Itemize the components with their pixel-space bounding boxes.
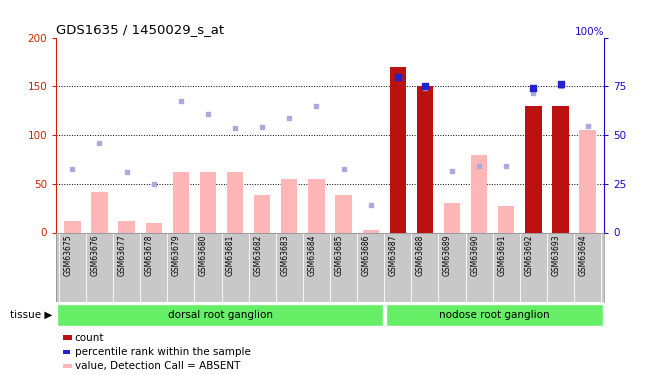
Text: GSM63691: GSM63691 <box>497 235 506 276</box>
Text: GSM63686: GSM63686 <box>362 235 371 276</box>
Point <box>420 83 430 89</box>
Point <box>420 85 430 91</box>
Bar <box>227 172 244 232</box>
Text: GSM63680: GSM63680 <box>199 235 208 276</box>
Text: tissue ▶: tissue ▶ <box>11 310 53 320</box>
Point <box>203 111 213 117</box>
Text: GSM63675: GSM63675 <box>63 235 73 276</box>
Text: count: count <box>75 333 104 343</box>
Text: GSM63681: GSM63681 <box>226 235 235 276</box>
Bar <box>444 203 460 232</box>
Point <box>528 85 539 91</box>
Bar <box>579 130 596 232</box>
Bar <box>389 67 406 232</box>
Point <box>176 98 186 104</box>
Text: dorsal root ganglion: dorsal root ganglion <box>168 310 273 320</box>
Text: GSM63693: GSM63693 <box>552 235 560 276</box>
Point <box>339 166 349 172</box>
Text: GSM63679: GSM63679 <box>172 235 181 276</box>
Text: GSM63685: GSM63685 <box>335 235 344 276</box>
Point <box>311 103 321 109</box>
Point <box>555 83 566 89</box>
Point <box>528 90 539 96</box>
Point <box>94 140 105 146</box>
Bar <box>552 106 569 232</box>
Point <box>257 124 267 130</box>
Bar <box>173 172 189 232</box>
Point <box>555 81 566 87</box>
Bar <box>308 179 325 232</box>
Bar <box>335 195 352 232</box>
Point <box>148 181 159 187</box>
Text: GDS1635 / 1450029_s_at: GDS1635 / 1450029_s_at <box>56 22 224 36</box>
Text: value, Detection Call = ABSENT: value, Detection Call = ABSENT <box>75 361 240 371</box>
Text: percentile rank within the sample: percentile rank within the sample <box>75 347 251 357</box>
Bar <box>525 106 541 232</box>
Point <box>474 163 484 169</box>
Text: nodose root ganglion: nodose root ganglion <box>439 310 550 320</box>
Point <box>366 202 376 208</box>
Text: GSM63677: GSM63677 <box>117 235 127 276</box>
Text: GSM63687: GSM63687 <box>389 235 398 276</box>
Bar <box>362 230 379 232</box>
Point <box>501 163 512 169</box>
Point <box>230 125 240 131</box>
Bar <box>91 192 108 232</box>
Bar <box>146 223 162 232</box>
Point <box>67 166 78 172</box>
Bar <box>281 179 298 232</box>
Text: GSM63678: GSM63678 <box>145 235 154 276</box>
Text: GSM63689: GSM63689 <box>443 235 452 276</box>
Text: GSM63676: GSM63676 <box>90 235 100 276</box>
Text: GSM63694: GSM63694 <box>579 235 587 276</box>
Text: GSM63692: GSM63692 <box>525 235 533 276</box>
Text: 100%: 100% <box>574 27 604 36</box>
Bar <box>57 304 383 326</box>
Text: GSM63688: GSM63688 <box>416 235 425 276</box>
Bar <box>416 86 433 232</box>
Point <box>393 74 403 80</box>
Text: GSM63682: GSM63682 <box>253 235 262 276</box>
Point <box>393 74 403 80</box>
Bar <box>119 221 135 232</box>
Text: GSM63684: GSM63684 <box>308 235 316 276</box>
Point <box>447 168 457 174</box>
Bar <box>498 206 514 232</box>
Text: GSM63690: GSM63690 <box>470 235 479 276</box>
Point <box>121 169 132 175</box>
Bar <box>64 221 81 232</box>
Bar <box>386 304 603 326</box>
Point <box>582 123 593 129</box>
Bar <box>471 154 487 232</box>
Bar <box>254 195 271 232</box>
Point <box>284 116 294 122</box>
Text: GSM63683: GSM63683 <box>280 235 289 276</box>
Bar <box>552 106 569 232</box>
Bar <box>200 172 216 232</box>
